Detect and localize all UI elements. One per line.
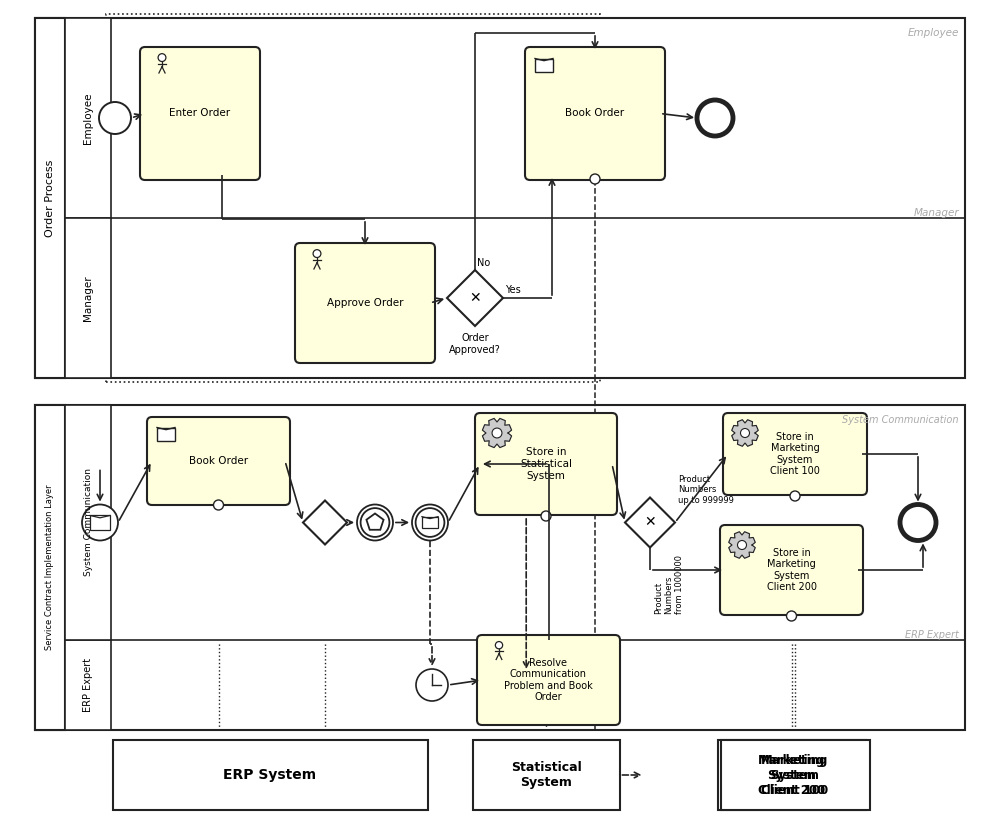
Text: Yes: Yes [505, 285, 521, 295]
FancyBboxPatch shape [525, 47, 665, 180]
Circle shape [900, 504, 936, 540]
Bar [65, 18, 111, 218]
Circle shape [541, 511, 551, 521]
Circle shape [213, 500, 223, 510]
Text: Product
Numbers
from 1000000: Product Numbers from 1000000 [654, 554, 684, 613]
Text: Marketing
System
Client 100: Marketing System Client 100 [761, 754, 829, 796]
Polygon shape [303, 501, 347, 544]
Circle shape [416, 669, 448, 701]
Circle shape [737, 540, 746, 549]
Text: Service Contract Implementation Layer: Service Contract Implementation Layer [46, 484, 55, 650]
Circle shape [740, 429, 750, 438]
Text: Approve Order: Approve Order [327, 298, 403, 308]
Polygon shape [482, 419, 512, 447]
FancyBboxPatch shape [140, 47, 260, 180]
Text: ERP Expert: ERP Expert [905, 630, 959, 640]
Circle shape [790, 491, 800, 501]
Bar [422, 516, 438, 529]
Text: Enter Order: Enter Order [169, 108, 230, 118]
Bar [65, 640, 111, 730]
Text: Employee: Employee [907, 28, 959, 38]
Circle shape [492, 428, 502, 438]
FancyBboxPatch shape [475, 413, 617, 515]
Text: Store in
Marketing
System
Client 100: Store in Marketing System Client 100 [770, 432, 820, 476]
Text: Marketing
System
Client 200: Marketing System Client 200 [758, 754, 826, 796]
FancyBboxPatch shape [477, 635, 620, 725]
Circle shape [357, 504, 393, 540]
Bar [65, 405, 111, 640]
Bar [90, 516, 110, 530]
Polygon shape [625, 498, 675, 548]
Bar [535, 58, 553, 71]
FancyBboxPatch shape [147, 417, 290, 505]
Circle shape [415, 508, 444, 537]
Text: Manager: Manager [83, 275, 93, 321]
Bar [717, 740, 866, 810]
Circle shape [590, 174, 600, 184]
Circle shape [158, 53, 166, 62]
Text: ERP Expert: ERP Expert [83, 658, 93, 712]
Text: No: No [477, 258, 490, 268]
Bar [35, 18, 965, 378]
Bar [113, 740, 427, 810]
Bar [35, 405, 965, 730]
Polygon shape [447, 270, 503, 326]
Bar [65, 218, 111, 378]
FancyBboxPatch shape [295, 243, 435, 363]
Text: Manager: Manager [913, 208, 959, 218]
Text: Employee: Employee [83, 92, 93, 144]
Text: System Communication: System Communication [84, 469, 93, 576]
Circle shape [361, 508, 389, 537]
Bar [472, 740, 620, 810]
Circle shape [313, 250, 321, 258]
Text: Order Process: Order Process [45, 159, 55, 236]
Polygon shape [732, 420, 758, 447]
Bar [106, 14, 600, 382]
Text: Store in
Marketing
System
Client 200: Store in Marketing System Client 200 [767, 548, 817, 593]
Text: Store in
Statistical
System: Store in Statistical System [520, 447, 572, 480]
Bar [157, 428, 175, 441]
Text: Product
Numbers
up to 999999: Product Numbers up to 999999 [678, 475, 734, 504]
Text: Book Order: Book Order [189, 456, 248, 466]
Text: System Communication: System Communication [843, 415, 959, 425]
FancyBboxPatch shape [723, 413, 867, 495]
Circle shape [697, 100, 733, 136]
Text: ERP System: ERP System [223, 768, 317, 782]
Text: Statistical
System: Statistical System [511, 761, 582, 789]
Text: ✕: ✕ [644, 516, 655, 530]
Text: Order
Approved?: Order Approved? [449, 333, 501, 355]
Circle shape [787, 611, 797, 621]
Text: ✕: ✕ [469, 291, 481, 305]
Circle shape [82, 504, 118, 540]
Text: Resolve
Communication
Problem and Book
Order: Resolve Communication Problem and Book O… [504, 658, 593, 703]
Circle shape [99, 102, 131, 134]
Bar [720, 740, 870, 810]
Polygon shape [729, 532, 755, 558]
Bar [35, 405, 65, 730]
Circle shape [412, 504, 448, 540]
FancyBboxPatch shape [720, 525, 863, 615]
Circle shape [495, 641, 503, 649]
Text: Book Order: Book Order [566, 108, 624, 118]
Bar [35, 18, 65, 378]
